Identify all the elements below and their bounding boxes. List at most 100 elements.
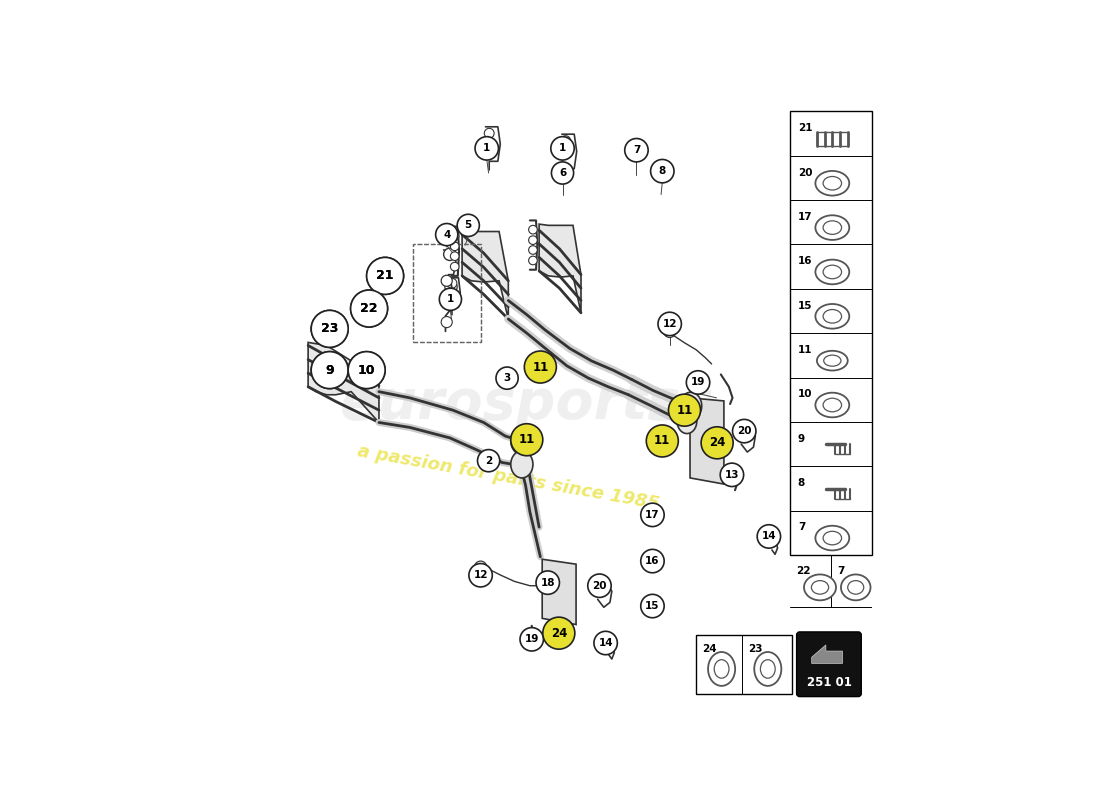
Ellipse shape xyxy=(823,310,842,323)
Text: 1: 1 xyxy=(439,228,448,241)
Circle shape xyxy=(436,223,458,246)
Circle shape xyxy=(640,550,664,573)
Circle shape xyxy=(496,367,518,390)
Ellipse shape xyxy=(848,581,864,594)
Ellipse shape xyxy=(680,392,702,419)
Circle shape xyxy=(311,310,348,347)
Polygon shape xyxy=(812,645,843,663)
Text: 11: 11 xyxy=(676,404,693,417)
Circle shape xyxy=(525,351,557,383)
Text: 7: 7 xyxy=(632,146,640,155)
Circle shape xyxy=(444,281,458,293)
Circle shape xyxy=(450,231,459,240)
Ellipse shape xyxy=(714,660,729,678)
Circle shape xyxy=(551,137,574,160)
Text: 18: 18 xyxy=(540,578,556,588)
Text: 23: 23 xyxy=(748,644,763,654)
Text: 3: 3 xyxy=(504,373,510,383)
Ellipse shape xyxy=(760,660,775,678)
FancyBboxPatch shape xyxy=(791,111,871,555)
Ellipse shape xyxy=(815,526,849,550)
Circle shape xyxy=(701,426,733,459)
Circle shape xyxy=(450,262,459,271)
Text: 8: 8 xyxy=(659,166,666,176)
Ellipse shape xyxy=(823,221,842,234)
Ellipse shape xyxy=(823,531,842,545)
Text: 14: 14 xyxy=(761,531,777,542)
Polygon shape xyxy=(539,224,581,313)
Text: eurosportss: eurosportss xyxy=(340,377,714,431)
Circle shape xyxy=(450,242,459,250)
Text: 10: 10 xyxy=(358,364,375,377)
Text: 1: 1 xyxy=(447,294,454,304)
Circle shape xyxy=(536,571,560,594)
Text: a passion for parts since 1985: a passion for parts since 1985 xyxy=(356,442,661,514)
Circle shape xyxy=(458,214,480,237)
Circle shape xyxy=(669,394,701,426)
Ellipse shape xyxy=(815,215,849,240)
Circle shape xyxy=(663,325,675,338)
Text: 11: 11 xyxy=(654,434,670,447)
Ellipse shape xyxy=(812,581,828,594)
Circle shape xyxy=(640,594,664,618)
Text: 9: 9 xyxy=(326,364,334,377)
Text: 22: 22 xyxy=(796,566,811,576)
Polygon shape xyxy=(462,231,508,319)
Ellipse shape xyxy=(815,260,849,284)
Circle shape xyxy=(529,236,537,245)
Ellipse shape xyxy=(842,574,870,600)
Circle shape xyxy=(469,563,493,587)
Ellipse shape xyxy=(815,393,849,418)
Text: 11: 11 xyxy=(798,345,812,355)
Text: 12: 12 xyxy=(662,319,676,329)
Circle shape xyxy=(484,128,494,138)
Text: 23: 23 xyxy=(321,322,339,335)
Text: 17: 17 xyxy=(798,212,813,222)
Text: 21: 21 xyxy=(376,270,394,282)
Text: 22: 22 xyxy=(361,302,377,315)
Ellipse shape xyxy=(823,177,842,190)
Circle shape xyxy=(520,628,543,651)
Text: 19: 19 xyxy=(525,634,539,644)
Circle shape xyxy=(658,312,681,336)
Circle shape xyxy=(720,463,744,486)
Text: 11: 11 xyxy=(519,434,535,446)
Circle shape xyxy=(348,352,385,389)
Ellipse shape xyxy=(510,427,532,454)
Ellipse shape xyxy=(823,265,842,278)
Circle shape xyxy=(351,290,387,327)
Ellipse shape xyxy=(804,574,836,600)
Text: 21: 21 xyxy=(798,123,812,134)
Circle shape xyxy=(366,258,404,294)
Text: 10: 10 xyxy=(798,390,812,399)
Circle shape xyxy=(477,450,499,472)
Text: 16: 16 xyxy=(646,556,660,566)
Circle shape xyxy=(447,278,456,288)
Text: 16: 16 xyxy=(798,256,812,266)
Circle shape xyxy=(348,352,385,389)
Ellipse shape xyxy=(824,355,842,366)
Ellipse shape xyxy=(708,652,735,686)
Text: 6: 6 xyxy=(559,168,566,178)
Circle shape xyxy=(441,317,452,328)
Text: 10: 10 xyxy=(358,364,375,377)
Text: 21: 21 xyxy=(376,270,394,282)
Text: 5: 5 xyxy=(464,220,472,230)
Text: 15: 15 xyxy=(646,601,660,611)
Text: 4: 4 xyxy=(443,230,450,240)
Text: 7: 7 xyxy=(837,566,845,576)
Circle shape xyxy=(647,425,679,457)
Text: 20: 20 xyxy=(798,168,812,178)
Text: 20: 20 xyxy=(592,581,607,590)
Text: 24: 24 xyxy=(708,436,725,450)
Circle shape xyxy=(351,290,387,327)
Circle shape xyxy=(587,574,612,598)
Text: 11: 11 xyxy=(532,361,549,374)
Text: 15: 15 xyxy=(798,301,812,310)
Text: 17: 17 xyxy=(645,510,660,520)
Circle shape xyxy=(441,275,452,286)
Circle shape xyxy=(510,424,542,456)
Circle shape xyxy=(439,288,462,310)
Text: 8: 8 xyxy=(798,478,805,488)
Ellipse shape xyxy=(823,398,842,412)
